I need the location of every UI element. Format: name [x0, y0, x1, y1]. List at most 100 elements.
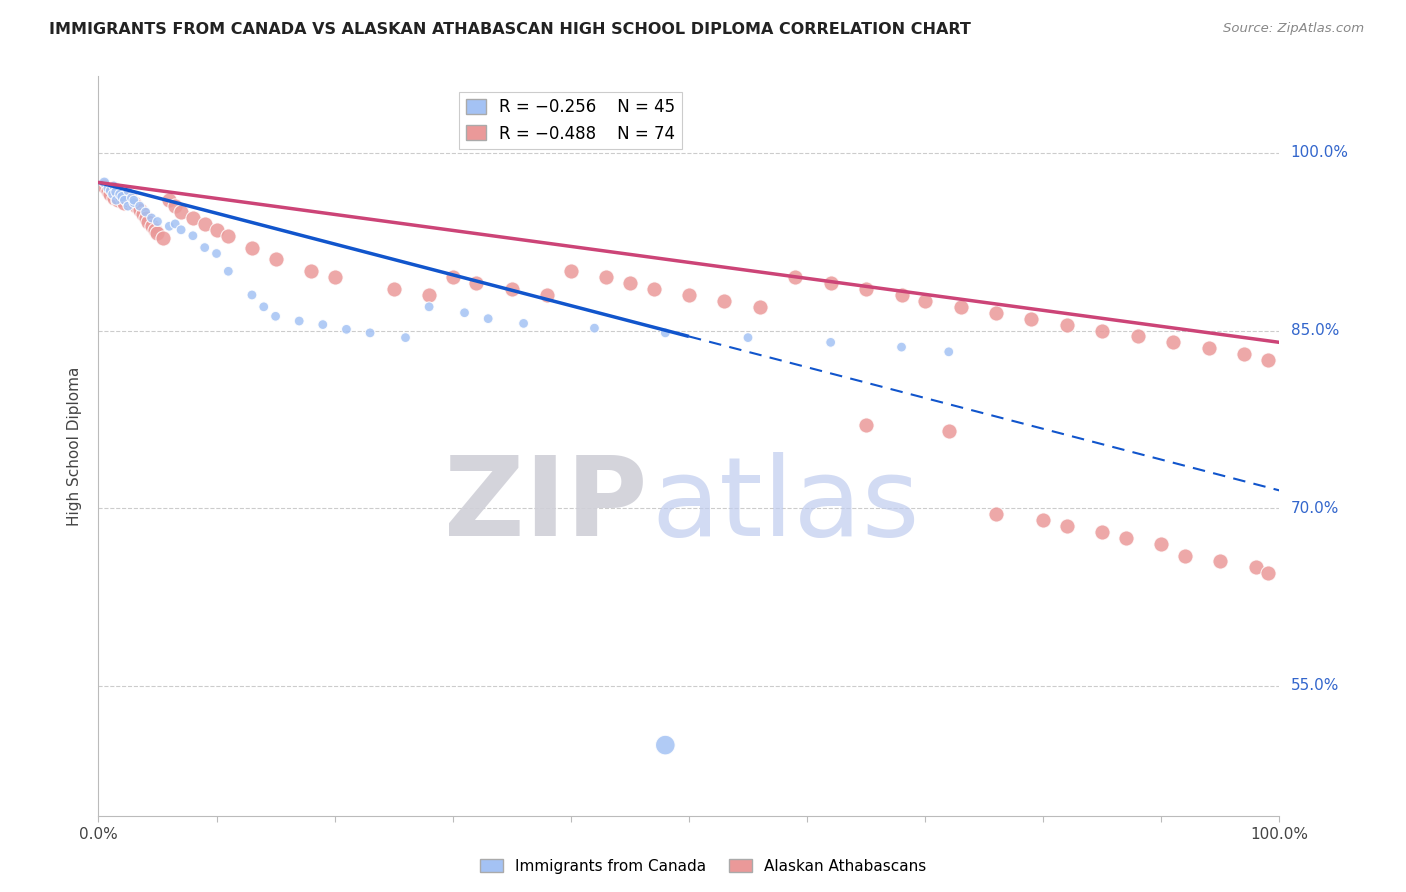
Point: [335, 322, 357, 336]
Point: [170, 223, 193, 237]
Point: [97, 184, 120, 198]
Point: [1021, 311, 1043, 326]
Point: [128, 199, 150, 213]
Point: [117, 184, 139, 198]
Point: [240, 288, 263, 302]
Legend: Immigrants from Canada, Alaskan Athabascans: Immigrants from Canada, Alaskan Athabasc…: [474, 853, 932, 880]
Point: [678, 288, 700, 302]
Point: [1198, 341, 1220, 355]
Point: [122, 195, 145, 210]
Y-axis label: High School Diploma: High School Diploma: [67, 367, 83, 525]
Point: [114, 187, 136, 202]
Point: [1257, 566, 1279, 581]
Point: [117, 193, 139, 207]
Point: [820, 335, 842, 350]
Point: [136, 214, 159, 228]
Point: [418, 288, 440, 302]
Point: [240, 241, 263, 255]
Point: [117, 199, 139, 213]
Point: [217, 228, 239, 243]
Point: [820, 276, 842, 290]
Text: 55.0%: 55.0%: [1291, 679, 1339, 693]
Point: [1161, 335, 1184, 350]
Point: [453, 306, 475, 320]
Text: 100.0%: 100.0%: [1291, 145, 1348, 161]
Point: [1126, 329, 1149, 343]
Point: [253, 300, 276, 314]
Point: [181, 211, 204, 225]
Point: [194, 241, 217, 255]
Point: [299, 264, 322, 278]
Point: [855, 282, 877, 296]
Point: [205, 223, 228, 237]
Point: [312, 318, 335, 332]
Point: [855, 418, 877, 433]
Point: [560, 264, 582, 278]
Point: [619, 276, 641, 290]
Point: [120, 191, 142, 205]
Point: [143, 223, 166, 237]
Point: [101, 187, 124, 202]
Point: [264, 310, 287, 324]
Point: [890, 288, 912, 302]
Point: [536, 288, 558, 302]
Point: [1209, 554, 1232, 568]
Point: [128, 202, 150, 217]
Point: [146, 227, 169, 241]
Point: [103, 179, 125, 194]
Point: [1233, 347, 1256, 361]
Point: [152, 231, 174, 245]
Point: [112, 195, 135, 210]
Point: [93, 179, 115, 194]
Point: [112, 193, 135, 207]
Point: [938, 424, 960, 438]
Point: [103, 191, 125, 205]
Legend: R = −0.256    N = 45, R = −0.488    N = 74: R = −0.256 N = 45, R = −0.488 N = 74: [460, 92, 682, 149]
Point: [1032, 513, 1054, 527]
Point: [1257, 353, 1279, 368]
Point: [101, 181, 124, 195]
Point: [465, 276, 488, 290]
Point: [418, 300, 440, 314]
Point: [122, 193, 145, 207]
Point: [135, 205, 157, 219]
Point: [217, 264, 239, 278]
Text: 85.0%: 85.0%: [1291, 323, 1339, 338]
Text: ZIP: ZIP: [444, 451, 648, 558]
Point: [121, 191, 143, 205]
Point: [181, 228, 204, 243]
Point: [359, 326, 381, 340]
Point: [157, 219, 180, 234]
Text: atlas: atlas: [651, 451, 920, 558]
Point: [501, 282, 523, 296]
Point: [323, 270, 346, 285]
Point: [170, 205, 193, 219]
Point: [1150, 537, 1173, 551]
Point: [737, 330, 759, 344]
Point: [1174, 549, 1197, 563]
Text: 70.0%: 70.0%: [1291, 500, 1339, 516]
Point: [141, 219, 163, 234]
Point: [654, 326, 676, 340]
Point: [111, 189, 134, 203]
Point: [748, 300, 770, 314]
Point: [595, 270, 617, 285]
Point: [205, 246, 228, 260]
Point: [108, 187, 131, 202]
Point: [785, 270, 807, 285]
Point: [914, 293, 936, 308]
Point: [512, 317, 534, 331]
Point: [146, 214, 169, 228]
Point: [984, 507, 1007, 521]
Point: [111, 189, 134, 203]
Point: [949, 300, 972, 314]
Point: [98, 187, 121, 202]
Point: [1244, 560, 1267, 574]
Point: [93, 176, 115, 190]
Point: [441, 270, 464, 285]
Point: [984, 306, 1007, 320]
Point: [1115, 531, 1137, 545]
Point: [1091, 324, 1114, 338]
Point: [1091, 524, 1114, 539]
Point: [643, 282, 665, 296]
